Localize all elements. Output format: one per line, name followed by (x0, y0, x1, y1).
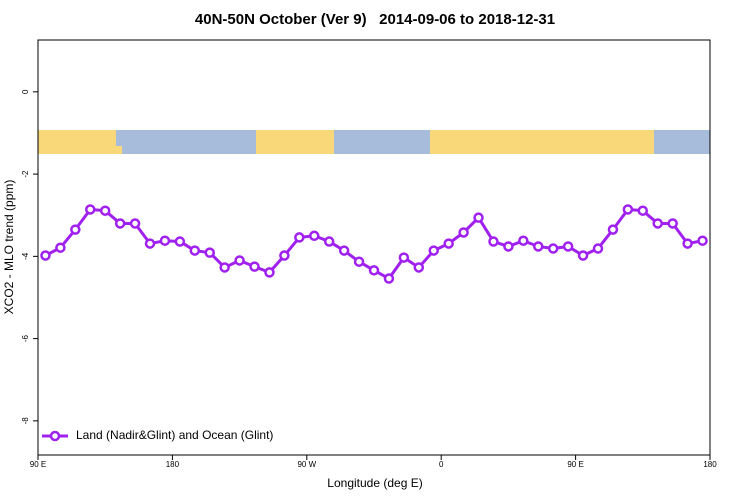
x-tick-label: 90 E (30, 460, 46, 469)
point (443, 238, 454, 249)
point (99, 205, 111, 216)
point (309, 230, 320, 242)
point (144, 238, 156, 249)
y-tick-label: 0 (21, 89, 30, 94)
land (600, 130, 652, 154)
point (55, 242, 66, 253)
y-tick-label: -8 (21, 417, 30, 425)
point (129, 218, 141, 229)
y-tick-label: -2 (21, 170, 30, 178)
point (562, 241, 574, 252)
point (652, 218, 663, 229)
point (219, 262, 230, 273)
x-tick-label: 0 (439, 460, 444, 469)
point (398, 252, 410, 263)
x-tick-label: 180 (166, 460, 180, 469)
point (607, 224, 619, 235)
point (368, 265, 380, 276)
point (697, 235, 708, 246)
point (353, 256, 365, 267)
point (85, 204, 96, 215)
point (682, 238, 693, 249)
point (473, 212, 484, 223)
point (622, 204, 634, 215)
point (637, 205, 649, 216)
point (204, 247, 215, 258)
y-tick-label: -4 (21, 252, 30, 260)
land-ocean-band (38, 130, 710, 154)
land (256, 130, 334, 154)
y-tick-label: -6 (21, 335, 30, 343)
plot-frame (37, 39, 711, 456)
point (488, 236, 499, 247)
point (458, 227, 469, 238)
point (249, 261, 260, 272)
point (70, 224, 81, 235)
point (577, 250, 589, 261)
point (279, 250, 290, 261)
point (428, 245, 439, 256)
y-axis-label: XCO2 - MLO trend (ppm) (2, 180, 16, 315)
point (114, 218, 126, 229)
legend-marker (49, 430, 61, 442)
point (294, 232, 305, 243)
point (383, 273, 395, 284)
legend-label: Land (Nadir&Glint) and Ocean (Glint) (76, 428, 273, 442)
point (533, 241, 544, 252)
point (338, 245, 350, 256)
point (234, 255, 245, 266)
point (592, 243, 604, 254)
x-tick-label: 180 (703, 460, 717, 469)
land (38, 130, 116, 154)
point (518, 235, 529, 246)
land (430, 130, 444, 154)
point (40, 250, 51, 261)
point (547, 243, 559, 254)
point (264, 267, 275, 278)
land (108, 146, 122, 154)
point (323, 236, 335, 247)
x-tick-label: 90 W (297, 460, 316, 469)
point (667, 218, 678, 229)
point (189, 245, 201, 256)
point (174, 236, 186, 247)
point (413, 262, 425, 273)
point (159, 235, 171, 246)
chart-title: 40N-50N October (Ver 9) 2014-09-06 to 20… (195, 11, 555, 28)
x-axis-label: Longitude (deg E) (327, 476, 422, 490)
point (503, 241, 514, 252)
x-tick-label: 90 E (567, 460, 583, 469)
